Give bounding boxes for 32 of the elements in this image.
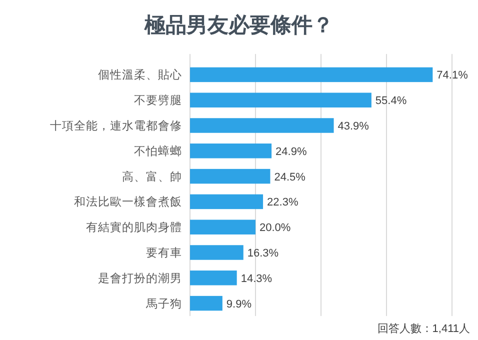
y-tick-label: 是會打扮的潮男 <box>98 272 182 285</box>
bar <box>190 296 222 311</box>
bar <box>190 67 433 82</box>
y-tick-label: 和法比歐一樣會煮飯 <box>74 194 182 209</box>
bar <box>190 144 272 158</box>
data-label: 14.3% <box>240 272 272 285</box>
bar <box>190 168 270 184</box>
y-tick-label: 不要劈腿 <box>134 94 182 108</box>
text: 回答人數：1,411人 <box>377 323 470 335</box>
data-label: 55.4% <box>375 95 407 108</box>
chart-title: 極品男友必要條件？ <box>144 13 334 37</box>
data-label: 9.9% <box>226 298 252 310</box>
bar <box>190 118 334 133</box>
bar <box>190 220 256 234</box>
data-label: 43.9% <box>338 120 370 132</box>
bar <box>190 92 372 108</box>
data-label: 24.9% <box>276 146 307 158</box>
y-tick-label: 不怕蟑螂 <box>134 144 182 158</box>
y-tick-label: 有結實的肌肉身體 <box>86 221 182 234</box>
data-label: 24.5% <box>274 171 306 184</box>
data-label: 16.3% <box>247 248 279 260</box>
bar <box>190 270 237 286</box>
data-label: 74.1% <box>436 70 468 82</box>
data-label: 20.0% <box>260 222 291 234</box>
y-tick-label: 高、富、帥 <box>122 169 182 184</box>
y-tick-label: 個性溫柔、貼心 <box>98 68 182 82</box>
y-tick-label: 要有車 <box>146 246 182 260</box>
y-tick-label: 十項全能，連水電都會修 <box>50 120 182 132</box>
data-label: 22.3% <box>267 196 298 209</box>
bar <box>190 194 264 210</box>
bar <box>190 245 244 260</box>
y-tick-label: 馬子狗 <box>145 297 182 310</box>
